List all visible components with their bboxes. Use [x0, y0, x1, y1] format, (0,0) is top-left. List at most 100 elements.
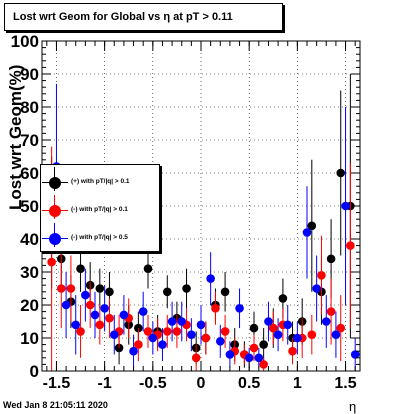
data-point	[158, 340, 167, 349]
data-point	[167, 317, 177, 326]
x-tick-label: 1	[293, 375, 302, 392]
data-point	[105, 287, 114, 297]
data-point	[143, 264, 153, 274]
legend-label: (-) with pT/|q| > 0.1	[71, 206, 128, 213]
data-point	[264, 317, 273, 326]
series-2	[52, 83, 360, 371]
x-tick-label: -0.5	[139, 375, 167, 392]
data-point	[288, 346, 297, 356]
data-point	[317, 271, 326, 280]
chart-title: Lost wrt Geom for Global vs η at pT > 0.…	[4, 3, 283, 31]
y-tick-label: 80	[20, 98, 39, 117]
data-point	[259, 340, 268, 349]
data-point	[336, 323, 346, 333]
data-point	[129, 346, 138, 356]
x-axis-label: η	[349, 399, 357, 414]
y-tick-label: 60	[20, 164, 39, 183]
legend-marker-black	[49, 177, 61, 189]
data-point	[162, 287, 172, 297]
x-tick-label: 1.5	[334, 375, 356, 392]
data-point	[201, 333, 211, 343]
data-point	[331, 330, 341, 340]
data-point	[312, 284, 321, 293]
data-point	[307, 221, 317, 231]
data-point	[326, 254, 336, 264]
data-point	[109, 330, 119, 340]
y-axis-label: Lost wrt Geom(%)	[6, 64, 25, 210]
data-point	[302, 228, 312, 237]
data-points	[47, 74, 360, 371]
data-point	[76, 264, 85, 274]
data-point	[215, 337, 225, 346]
data-point	[293, 333, 302, 343]
data-point	[66, 284, 76, 293]
y-tick-label: 50	[20, 197, 39, 216]
y-tick-label: 90	[20, 65, 39, 84]
data-point	[95, 284, 105, 293]
y-tick-label: 0	[30, 362, 39, 381]
data-point	[211, 304, 220, 313]
data-point	[346, 241, 355, 250]
legend-entry-minus: (-) with pT/|q| > 0.1	[41, 195, 159, 221]
x-tick-label: -1	[98, 375, 112, 392]
data-point	[350, 350, 360, 359]
y-tick-label: 20	[20, 296, 39, 315]
y-tick-label: 70	[20, 131, 39, 150]
data-point	[162, 327, 172, 336]
data-point	[341, 201, 350, 211]
data-point	[119, 310, 129, 320]
data-point	[134, 340, 143, 349]
data-point	[259, 360, 268, 369]
data-point	[235, 304, 244, 313]
legend-label: (+) with pT/|q| > 0.1	[71, 178, 130, 185]
data-point	[307, 330, 317, 340]
axis-ticks: 0 10 20 30 40 50 60 70 80 90 100 -1.5 -1 -0.5 0 0.5 1 1.5	[11, 32, 360, 392]
x-tick-label: 0.5	[238, 375, 260, 392]
y-tick-label: 40	[20, 230, 39, 249]
y-tick-label: 30	[20, 263, 39, 282]
legend-marker-blue	[49, 233, 61, 245]
legend-entry-plus: (+) with pT/|q| > 0.1	[41, 167, 159, 193]
data-point	[100, 304, 109, 313]
data-point	[268, 323, 278, 333]
data-point	[61, 300, 71, 310]
legend-marker-red	[49, 205, 61, 217]
data-point	[138, 307, 148, 316]
data-point	[90, 310, 100, 320]
legend-label: (-) with pT/|q| > 0.5	[71, 234, 128, 241]
data-point	[283, 320, 293, 330]
data-point	[81, 290, 90, 300]
data-point	[187, 330, 196, 340]
x-tick-label: -1.5	[43, 375, 71, 392]
footer-date: Wed Jan 8 21:05:11 2020	[3, 400, 108, 410]
data-point	[278, 294, 288, 303]
data-point	[326, 307, 336, 316]
data-point	[220, 327, 230, 336]
data-point	[206, 274, 215, 283]
data-point	[273, 330, 283, 340]
data-point	[114, 343, 124, 353]
data-point	[225, 350, 235, 359]
data-point	[148, 333, 158, 343]
legend-entry-minus-high: (-) with pT/|q| > 0.5	[41, 223, 159, 249]
data-point	[56, 284, 66, 293]
data-point	[47, 257, 56, 267]
data-point	[76, 327, 85, 336]
series-1	[47, 146, 355, 371]
data-point	[321, 317, 331, 326]
data-point	[244, 353, 254, 363]
y-tick-label: 100	[11, 32, 39, 51]
data-point	[143, 327, 153, 336]
chart-title-text: Lost wrt Geom for Global vs η at pT > 0.…	[13, 11, 233, 23]
data-point	[249, 323, 259, 333]
data-point	[105, 313, 114, 323]
data-point	[249, 343, 259, 353]
data-point	[85, 300, 95, 310]
data-point	[95, 320, 105, 330]
data-point	[71, 320, 81, 330]
data-point	[191, 353, 201, 363]
x-tick-label: 0	[197, 375, 206, 392]
y-tick-label: 10	[20, 329, 39, 348]
data-point	[196, 320, 206, 330]
